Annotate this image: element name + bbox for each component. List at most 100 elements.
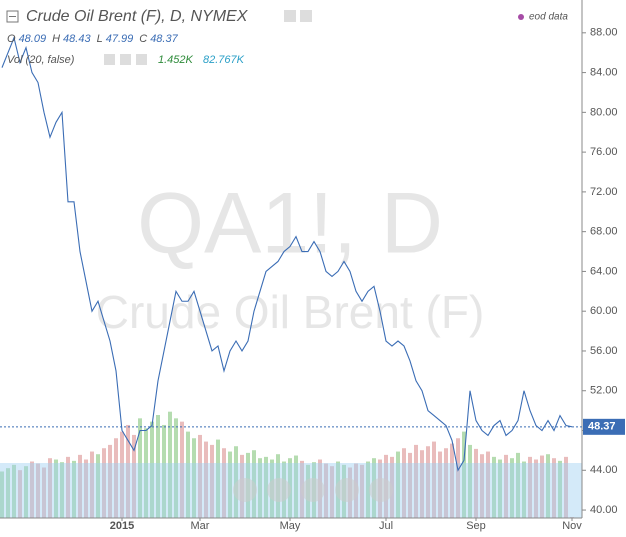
- volume-bar: [294, 455, 298, 518]
- y-tick-label: 44.00: [590, 464, 618, 476]
- volume-bar: [138, 418, 142, 518]
- eod-dot: [518, 14, 524, 20]
- volume-bar: [510, 458, 514, 518]
- volume-ma-area: [0, 463, 582, 518]
- settings-button[interactable]: [136, 54, 147, 65]
- y-tick-label: 64.00: [590, 265, 618, 277]
- chart-title: Crude Oil Brent (F), D, NYMEX: [26, 8, 249, 25]
- volume-bar: [516, 452, 520, 518]
- volume-bar: [426, 446, 430, 518]
- volume-bar: [258, 458, 262, 518]
- volume-bar: [12, 464, 16, 518]
- volume-bar: [432, 441, 436, 518]
- zoom-out-button[interactable]: [267, 478, 291, 502]
- volume-bar: [534, 459, 538, 518]
- volume-bar: [228, 451, 232, 518]
- volume-ma: 82.767K: [203, 54, 245, 66]
- volume-bar: [96, 454, 100, 518]
- x-tick-label: Mar: [191, 520, 210, 532]
- zoom-in-button[interactable]: [335, 478, 359, 502]
- volume-bar: [360, 464, 364, 518]
- volume-bar: [42, 467, 46, 518]
- x-tick-label: Jul: [379, 520, 393, 532]
- volume-bar: [210, 444, 214, 518]
- ohlc-name: C: [139, 33, 147, 45]
- volume-bar: [54, 459, 58, 518]
- ohlc-value: 48.43: [63, 33, 91, 45]
- volume-bar: [480, 454, 484, 518]
- volume-bar: [528, 456, 532, 518]
- volume-last: 1.452K: [158, 54, 194, 66]
- volume-bar: [564, 456, 568, 518]
- x-tick-label: Sep: [466, 520, 486, 532]
- collapse-button[interactable]: [6, 10, 19, 23]
- source-note: eod data: [529, 12, 568, 23]
- ohlc-value: 48.37: [150, 33, 178, 45]
- watermark-subtitle: Crude Oil Brent (F): [96, 286, 485, 338]
- volume-bar: [330, 466, 334, 518]
- volume-bar: [420, 450, 424, 518]
- y-tick-label: 40.00: [590, 504, 618, 516]
- settings-button[interactable]: [120, 54, 131, 65]
- volume-bar: [108, 444, 112, 518]
- ohlc-name: L: [97, 33, 103, 45]
- scroll-right-button[interactable]: [369, 478, 393, 502]
- price-line: [1, 35, 573, 472]
- volume-name: Vol (20, false): [7, 54, 75, 66]
- ohlc-row: O 48.09 H 48.43 L 47.99 C 48.37: [7, 33, 179, 45]
- volume-bar: [114, 438, 118, 518]
- volume-bar: [144, 428, 148, 518]
- volume-bar: [396, 451, 400, 518]
- volume-bar: [90, 451, 94, 518]
- zoom-controls: [233, 478, 393, 502]
- y-tick-label: 72.00: [590, 186, 618, 198]
- volume-bar: [402, 448, 406, 518]
- reset-button[interactable]: [301, 478, 325, 502]
- volume-bar: [84, 459, 88, 518]
- volume-bar: [216, 439, 220, 518]
- y-tick-label: 76.00: [590, 146, 618, 158]
- volume-bar: [60, 462, 64, 518]
- volume-bar: [438, 451, 442, 518]
- volume-bar: [180, 421, 184, 518]
- volume-bar: [162, 424, 166, 518]
- x-tick-label: Nov: [562, 520, 582, 532]
- scroll-left-button[interactable]: [233, 478, 257, 502]
- volume-bar: [546, 454, 550, 518]
- volume-bar: [132, 434, 136, 518]
- settings-button[interactable]: [104, 54, 115, 65]
- y-tick-label: 68.00: [590, 226, 618, 238]
- volume-bar: [30, 461, 34, 518]
- volume-bar: [36, 463, 40, 518]
- volume-bar: [558, 460, 562, 518]
- volume-bar: [78, 454, 82, 518]
- volume-bar: [120, 431, 124, 518]
- volume-bar: [126, 424, 130, 518]
- y-tick-label: 56.00: [590, 345, 618, 357]
- volume-bar: [366, 461, 370, 518]
- volume-bar: [24, 466, 28, 518]
- y-tick-label: 60.00: [590, 305, 618, 317]
- y-tick-label: 80.00: [590, 106, 618, 118]
- y-tick-label: 52.00: [590, 385, 618, 397]
- volume-bar: [66, 456, 70, 518]
- volume-bar: [474, 448, 478, 518]
- volume-bar: [408, 452, 412, 518]
- volume-bar: [486, 451, 490, 518]
- volume-bar: [192, 438, 196, 518]
- volume-bar: [462, 431, 466, 518]
- watermark: QA1!, D: [137, 176, 443, 272]
- volume-bar: [102, 448, 106, 518]
- volume-bar: [264, 456, 268, 518]
- volume-bar: [540, 455, 544, 518]
- volume-bar: [324, 463, 328, 518]
- volume-bar: [522, 461, 526, 518]
- volume-bar: [414, 444, 418, 518]
- volume-bar: [150, 421, 154, 518]
- settings-button[interactable]: [300, 10, 312, 22]
- volume-bar: [0, 471, 4, 518]
- settings-button[interactable]: [284, 10, 296, 22]
- ohlc-name: H: [52, 33, 60, 45]
- volume-bar: [222, 448, 226, 518]
